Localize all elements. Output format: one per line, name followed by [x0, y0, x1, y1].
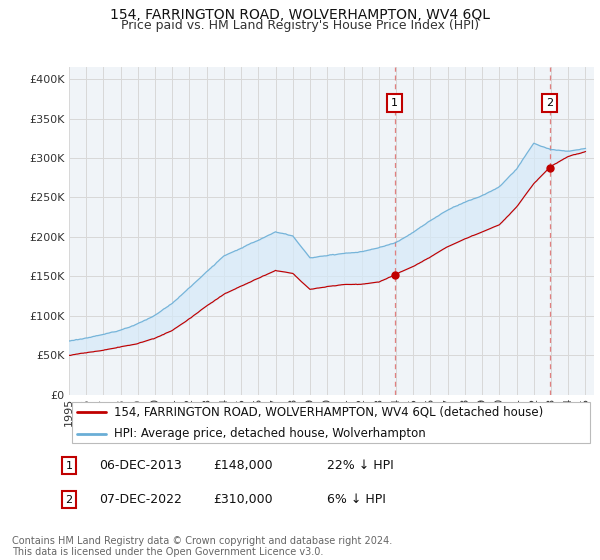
Text: 06-DEC-2013: 06-DEC-2013: [99, 459, 182, 473]
Text: 1: 1: [65, 461, 73, 471]
Text: Price paid vs. HM Land Registry's House Price Index (HPI): Price paid vs. HM Land Registry's House …: [121, 19, 479, 32]
Text: 2: 2: [546, 98, 553, 108]
Text: £310,000: £310,000: [213, 493, 272, 506]
Text: 6% ↓ HPI: 6% ↓ HPI: [327, 493, 386, 506]
Text: HPI: Average price, detached house, Wolverhampton: HPI: Average price, detached house, Wolv…: [113, 427, 425, 440]
Text: 154, FARRINGTON ROAD, WOLVERHAMPTON, WV4 6QL (detached house): 154, FARRINGTON ROAD, WOLVERHAMPTON, WV4…: [113, 405, 543, 419]
Text: 07-DEC-2022: 07-DEC-2022: [99, 493, 182, 506]
FancyBboxPatch shape: [71, 402, 590, 443]
Text: 154, FARRINGTON ROAD, WOLVERHAMPTON, WV4 6QL: 154, FARRINGTON ROAD, WOLVERHAMPTON, WV4…: [110, 8, 490, 22]
Text: £148,000: £148,000: [213, 459, 272, 473]
Text: 1: 1: [391, 98, 398, 108]
Text: 22% ↓ HPI: 22% ↓ HPI: [327, 459, 394, 473]
Text: 2: 2: [65, 494, 73, 505]
Text: Contains HM Land Registry data © Crown copyright and database right 2024.
This d: Contains HM Land Registry data © Crown c…: [12, 535, 392, 557]
